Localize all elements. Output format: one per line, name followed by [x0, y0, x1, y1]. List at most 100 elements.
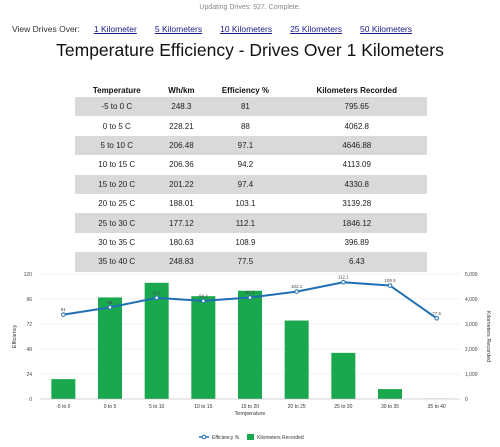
efficiency-point	[341, 279, 346, 285]
table-row: 5 to 10 C 206.48 97.1 4646.88	[75, 135, 427, 156]
x-tick-label: 10 to 15	[194, 404, 212, 410]
x-tick-label: 35 to 40	[428, 404, 446, 410]
table-cell: 180.63	[158, 232, 205, 253]
y-tick-label: 120	[24, 272, 33, 278]
bar-kilometers	[378, 389, 402, 399]
filter-link-25km[interactable]: 25 Kilometers	[290, 24, 343, 34]
table-row: 0 to 5 C 228.21 88 4062.8	[75, 116, 427, 136]
bar-kilometers	[238, 290, 262, 399]
table-cell: 0 to 5 C	[75, 116, 159, 136]
y-tick-label: 48	[26, 347, 32, 353]
table-row: 15 to 20 C 201.22 97.4 4330.8	[75, 174, 427, 194]
table-cell: 81	[204, 97, 287, 117]
table-row: 25 to 30 C 177.12 112.1 1846.12	[75, 213, 427, 233]
efficiency-point	[107, 305, 113, 310]
table-cell: 88	[204, 116, 287, 136]
table-cell: 4646.88	[286, 135, 427, 156]
bar-kilometers	[331, 352, 356, 399]
efficiency-point	[434, 315, 439, 321]
table-cell: 188.01	[158, 193, 205, 214]
table-cell: 396.89	[286, 232, 427, 253]
efficiency-data-label: 97.4	[246, 290, 255, 295]
x-tick-label: 0 to 5	[104, 404, 117, 410]
efficiency-point	[247, 295, 253, 300]
y2-tick-label: 4,000	[465, 297, 478, 303]
filter-link-10km[interactable]: 10 Kilometers	[220, 24, 273, 34]
x-tick-label: -5 to 0	[56, 404, 70, 410]
page-title: Temperature Efficiency - Drives Over 1 K…	[56, 40, 444, 60]
legend-efficiency-label: Efficiency %	[212, 435, 240, 441]
column-header: Kilometers Recorded	[316, 85, 397, 95]
y2-axis-title: Kilometers Recorded	[485, 311, 491, 362]
distance-filter-label: View Drives Over:	[12, 24, 80, 34]
filter-link-1km[interactable]: 1 Kilometer	[93, 24, 137, 34]
table-cell: 112.1	[204, 213, 287, 233]
table-header-row: Temperature Wh/km Efficiency % Kilometer…	[75, 83, 427, 97]
efficiency-data-label: 112.1	[338, 275, 349, 280]
efficiency-data-label: 103.1	[291, 284, 303, 289]
y-tick-label: 96	[26, 297, 32, 303]
legend-kilometers-label: Kilometers Recorded	[257, 435, 304, 441]
distance-filter: View Drives Over: 1 Kilometer 5 Kilomete…	[12, 24, 490, 34]
x-tick-label: 30 to 35	[381, 404, 399, 410]
x-tick-label: 20 to 25	[288, 404, 306, 410]
filter-link-50km[interactable]: 50 Kilometers	[360, 24, 413, 34]
y2-tick-label: 5,000	[465, 272, 478, 278]
efficiency-point	[294, 289, 299, 294]
legend-line-marker	[201, 434, 207, 440]
table-cell: 10 to 15 C	[75, 155, 159, 175]
update-status: Updating Drives: 927. Complete.	[199, 4, 301, 11]
table-cell: 795.65	[286, 97, 427, 117]
table-cell: 228.21	[158, 116, 205, 136]
table-cell: 35 to 40 C	[75, 252, 159, 272]
table-cell: 6.43	[286, 252, 427, 272]
table-cell: 177.12	[158, 213, 205, 233]
table-cell: 206.36	[158, 155, 205, 175]
table-cell: 25 to 30 C	[75, 213, 159, 233]
table-cell: -5 to 0 C	[75, 97, 159, 117]
efficiency-point	[387, 283, 393, 288]
efficiency-point	[61, 312, 66, 317]
table-row: 30 to 35 C 180.63 108.9 396.89	[75, 232, 427, 253]
y-tick-label: 0	[29, 397, 32, 403]
table-cell: 1846.12	[286, 213, 427, 233]
x-tick-label: 15 to 20	[241, 404, 259, 410]
table-cell: 94.2	[204, 155, 287, 175]
efficiency-point	[201, 298, 206, 304]
table-row: 35 to 40 C 248.83 77.5 6.43	[75, 252, 427, 272]
x-axis-title: Temperature	[235, 411, 266, 417]
y-tick-label: 24	[26, 372, 32, 378]
table-cell: 4113.09	[286, 155, 427, 175]
table-cell: 4330.8	[286, 174, 427, 194]
bar-kilometers	[191, 296, 216, 399]
table-cell: 103.1	[204, 193, 287, 214]
efficiency-data-label: 81	[61, 307, 67, 312]
filter-link-5km[interactable]: 5 Kilometers	[154, 24, 203, 34]
table-cell: 97.1	[204, 135, 287, 156]
y-axis-title: Efficiency	[12, 325, 18, 349]
bar-kilometers	[144, 282, 169, 399]
table-cell: 3139.28	[286, 193, 427, 214]
table-cell: 20 to 25 C	[75, 193, 159, 214]
efficiency-data-label: 97.1	[152, 290, 161, 295]
y2-tick-label: 1,000	[465, 372, 478, 378]
table-cell: 108.9	[204, 232, 287, 253]
bar-kilometers	[98, 297, 122, 399]
y2-tick-label: 3,000	[465, 322, 478, 328]
efficiency-combo-chart: 0 0 24 1,000 48 2,000 72 3,000 96 4,000 120 5,000 -5…	[12, 272, 491, 441]
table-cell: 5 to 10 C	[75, 135, 159, 156]
column-header: Efficiency %	[221, 85, 269, 95]
table-cell: 77.5	[204, 252, 287, 272]
efficiency-data-label: 77.5	[432, 311, 441, 316]
efficiency-data-label: 94.2	[199, 293, 208, 298]
table-cell: 248.83	[158, 252, 205, 272]
y2-tick-label: 2,000	[465, 347, 478, 353]
efficiency-table: Temperature Wh/km Efficiency % Kilometer…	[75, 83, 427, 272]
efficiency-point	[154, 295, 159, 301]
table-cell: 201.22	[158, 174, 205, 194]
table-row: -5 to 0 C 248.3 81 795.65	[75, 97, 427, 117]
legend-bar-swatch	[247, 434, 254, 440]
table-cell: 4062.8	[286, 116, 427, 136]
table-cell: 97.4	[204, 174, 287, 194]
table-row: 20 to 25 C 188.01 103.1 3139.28	[75, 193, 427, 214]
